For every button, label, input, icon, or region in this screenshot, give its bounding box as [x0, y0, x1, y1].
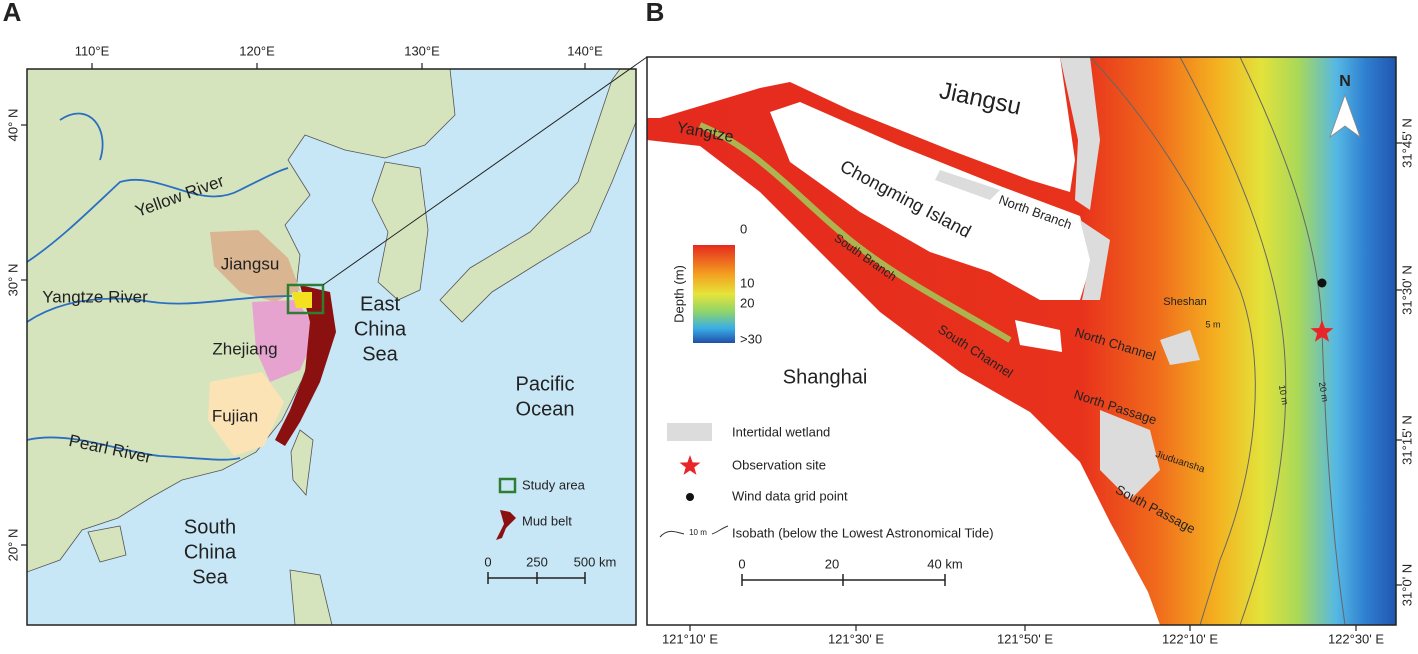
legend-label: Isobath (below the Lowest Astronomical T… — [732, 525, 994, 540]
legend-label: Wind data grid point — [732, 488, 848, 503]
place-label: South — [184, 516, 236, 538]
legend-label: Intertidal wetland — [732, 424, 830, 439]
place-label: Sea — [362, 343, 398, 365]
y-tick-label: 31°15' N — [1399, 415, 1414, 465]
place-label: Sea — [192, 566, 228, 588]
y-tick-label: 20° N — [5, 529, 20, 562]
place-label: 10 m — [1277, 384, 1290, 405]
panel-label: A — [3, 0, 22, 27]
place-label: Fujian — [212, 406, 258, 425]
north-label: N — [1339, 73, 1351, 90]
place-label: Ocean — [516, 398, 575, 420]
y-tick-label: 31°30' N — [1399, 265, 1414, 315]
scale-label: 20 — [825, 556, 839, 571]
legend-swatch — [686, 493, 694, 501]
y-tick-label: 31°0' N — [1399, 564, 1414, 606]
x-tick-label: 122°10' E — [1162, 631, 1218, 646]
legend-label: Mud belt — [522, 513, 572, 528]
x-tick-label: 121°30' E — [828, 631, 884, 646]
x-tick-label: 120°E — [239, 43, 275, 58]
legend-swatch — [659, 525, 729, 538]
wind-grid-point — [1317, 278, 1327, 288]
place-label: 20 m — [1317, 381, 1330, 402]
panel-label: B — [646, 0, 665, 27]
place-label: Yangtze River — [42, 287, 148, 306]
panel-b-map — [647, 57, 1396, 625]
x-tick-label: 130°E — [404, 43, 440, 58]
scale-label: 0 — [484, 554, 491, 569]
y-tick-label: 30° N — [5, 264, 20, 297]
place-label: Zhejiang — [212, 339, 277, 358]
x-tick-label: 121°10' E — [662, 631, 718, 646]
place-label: China — [184, 541, 237, 563]
north-arrow — [1329, 93, 1361, 139]
panel-b-frame — [646, 56, 1397, 626]
scale-label: 250 — [526, 554, 548, 569]
y-tick-label: 40° N — [5, 109, 20, 142]
legend-label: Observation site — [732, 457, 826, 472]
panel-a-frame — [26, 68, 637, 626]
observation-site — [1310, 320, 1334, 342]
x-tick-label: 140°E — [567, 43, 603, 58]
legend-label: 10 m — [689, 528, 707, 537]
colorbar-title: Depth (m) — [671, 265, 686, 323]
colorbar-tick-label: 0 — [740, 221, 747, 236]
legend-swatch — [679, 455, 701, 475]
scale-label: 40 km — [927, 556, 962, 571]
scale-label: 0 — [738, 556, 745, 571]
x-tick-label: 121°50' E — [997, 631, 1053, 646]
place-label: Pacific — [516, 373, 575, 395]
x-tick-label: 122°30' E — [1328, 631, 1384, 646]
place-label: Jiangsu — [221, 254, 280, 273]
panel-a-map — [27, 69, 636, 625]
place-label: East — [360, 293, 400, 315]
scale-label: 500 km — [574, 554, 617, 569]
place-label: Sheshan — [1163, 296, 1206, 308]
legend-swatch — [498, 477, 517, 494]
legend-label: Study area — [522, 477, 586, 492]
place-label: China — [354, 318, 407, 340]
colorbar-tick-label: 20 — [740, 295, 754, 310]
colorbar-tick-label: 10 — [740, 275, 754, 290]
legend-swatch — [667, 423, 712, 441]
place-label: Shanghai — [783, 366, 868, 388]
x-tick-label: 110°E — [75, 43, 110, 58]
legend-swatch — [496, 510, 516, 540]
depth-colorbar — [693, 245, 735, 343]
colorbar-tick-label: >30 — [740, 331, 762, 346]
place-label: 5 m — [1205, 319, 1220, 329]
y-tick-label: 31°45' N — [1399, 118, 1414, 168]
